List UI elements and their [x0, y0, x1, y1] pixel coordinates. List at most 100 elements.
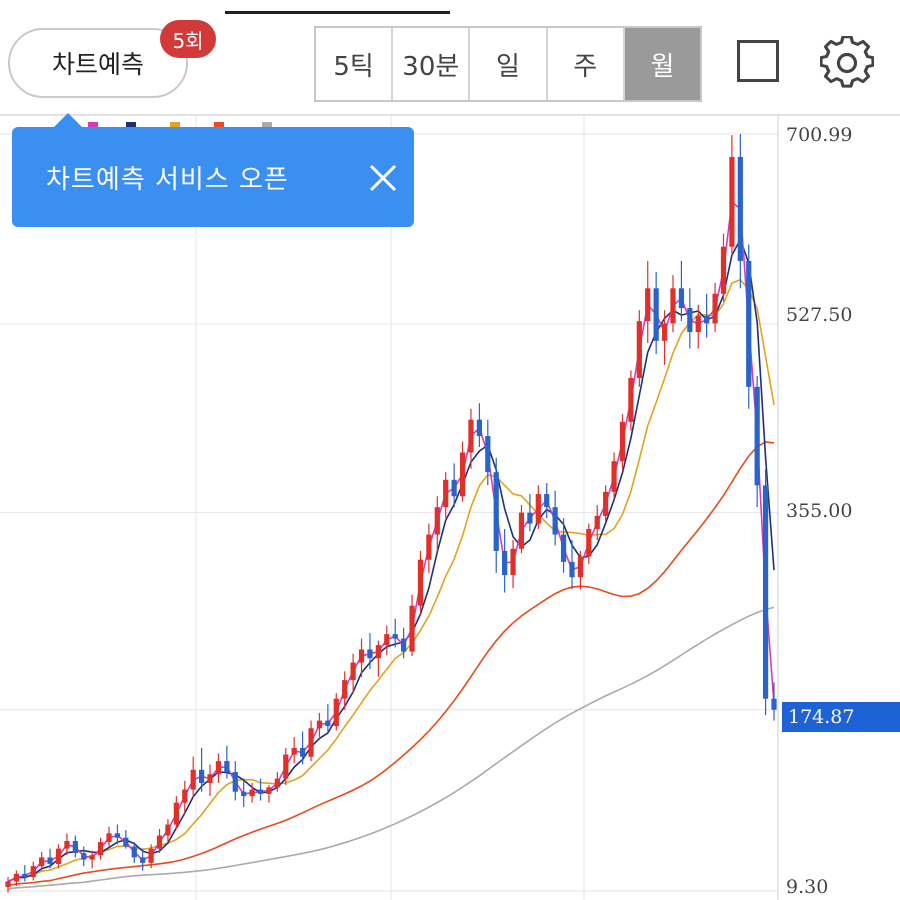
candle-body — [114, 833, 121, 838]
candle-body — [729, 156, 735, 247]
candle-body — [89, 855, 95, 860]
chart-predict-button[interactable]: 차트예측 — [8, 28, 188, 98]
candle-body — [401, 638, 407, 652]
candle-body — [173, 802, 179, 825]
candle-body — [165, 824, 171, 836]
current-price-tag: 174.87 — [782, 702, 900, 732]
period-month[interactable]: 월 — [624, 28, 701, 100]
candle-body — [333, 698, 339, 727]
candle-body — [771, 698, 777, 710]
candle-body — [535, 494, 541, 524]
candle-body — [544, 494, 550, 508]
gear-icon[interactable] — [820, 36, 874, 90]
candle-body — [720, 246, 727, 294]
ma10-line — [7, 237, 775, 883]
candle-body — [300, 747, 306, 757]
candle-body — [22, 873, 28, 878]
header-divider — [0, 114, 900, 116]
candle-body — [426, 534, 432, 560]
candle-body — [140, 857, 146, 863]
candle-body — [106, 833, 112, 843]
candle-body — [704, 315, 710, 324]
candle-body — [266, 787, 272, 794]
candle-body — [468, 419, 474, 453]
candle-body — [13, 873, 20, 882]
candle-body — [645, 288, 651, 322]
candle-body — [131, 846, 137, 858]
candle-body — [527, 512, 533, 524]
candle-body — [190, 769, 196, 790]
candle-body — [232, 772, 238, 792]
candle-body — [493, 472, 499, 551]
candle-body — [603, 491, 609, 516]
candle-body — [754, 386, 760, 486]
candle-body — [30, 866, 36, 878]
price-label-bottom: 9.30 — [786, 876, 829, 898]
candle-body — [459, 452, 466, 497]
candle-body — [64, 840, 70, 849]
price-chart[interactable] — [0, 116, 900, 900]
candle-body — [342, 680, 348, 699]
period-day[interactable]: 일 — [470, 28, 548, 100]
period-selector: 5틱 30분 일 주 월 — [314, 26, 702, 102]
candle-body — [291, 747, 297, 755]
candle-body — [619, 421, 626, 462]
close-icon[interactable] — [368, 163, 398, 193]
candle-body — [392, 634, 398, 639]
candle-body — [274, 778, 280, 788]
candle-body — [636, 321, 642, 379]
candle-body — [443, 479, 449, 508]
candle-body — [586, 529, 592, 557]
ma10-legend-swatch — [126, 122, 136, 128]
candle-body — [198, 769, 205, 783]
candle-body — [81, 853, 87, 860]
candle-body — [661, 323, 668, 341]
candle-body — [577, 556, 584, 578]
ma-legend — [4, 120, 284, 130]
candle-body — [712, 293, 718, 324]
candle-body — [215, 761, 222, 775]
candle-body — [569, 561, 575, 578]
candle-body — [249, 789, 255, 797]
candle-body — [746, 260, 752, 387]
candle-body — [241, 791, 247, 797]
candle-body — [678, 288, 685, 309]
candle-body — [55, 848, 62, 864]
candle-body — [308, 728, 314, 757]
period-30min[interactable]: 30분 — [393, 28, 471, 100]
candle-body — [358, 649, 365, 663]
candle-body — [762, 485, 769, 699]
square-icon[interactable] — [737, 40, 779, 82]
candle-body — [39, 857, 45, 867]
candle-body — [97, 842, 104, 856]
candle-body — [695, 315, 701, 333]
price-label-3: 355.00 — [786, 500, 853, 522]
ma20-legend-swatch — [170, 122, 180, 128]
tooltip-text: 차트예측 서비스 오픈 — [46, 164, 289, 195]
candle-body — [384, 634, 390, 646]
candle-body — [417, 559, 424, 606]
candle-body — [123, 837, 129, 847]
candle-body — [350, 662, 356, 681]
candle-body — [476, 419, 482, 437]
candle-body — [325, 720, 331, 727]
predict-count-badge: 5회 — [160, 20, 216, 58]
period-week[interactable]: 주 — [548, 28, 625, 100]
period-5tick[interactable]: 5틱 — [316, 28, 394, 100]
candlestick-chart[interactable] — [0, 116, 900, 900]
candle-body — [670, 288, 676, 324]
price-label-2: 527.50 — [786, 304, 853, 326]
candle-body — [653, 288, 659, 341]
candle-body — [687, 308, 693, 333]
ma60-line — [7, 441, 775, 887]
candle-body — [510, 548, 516, 576]
price-label-top: 700.99 — [786, 124, 853, 146]
candle-body — [156, 835, 163, 849]
candle-body — [182, 789, 188, 803]
candle-body — [375, 645, 381, 659]
candle-body — [72, 840, 78, 854]
candle-body — [257, 789, 264, 794]
candle-body — [47, 857, 53, 864]
candle-body — [737, 156, 743, 261]
predict-service-tooltip[interactable]: 차트예측 서비스 오픈 — [12, 113, 414, 227]
